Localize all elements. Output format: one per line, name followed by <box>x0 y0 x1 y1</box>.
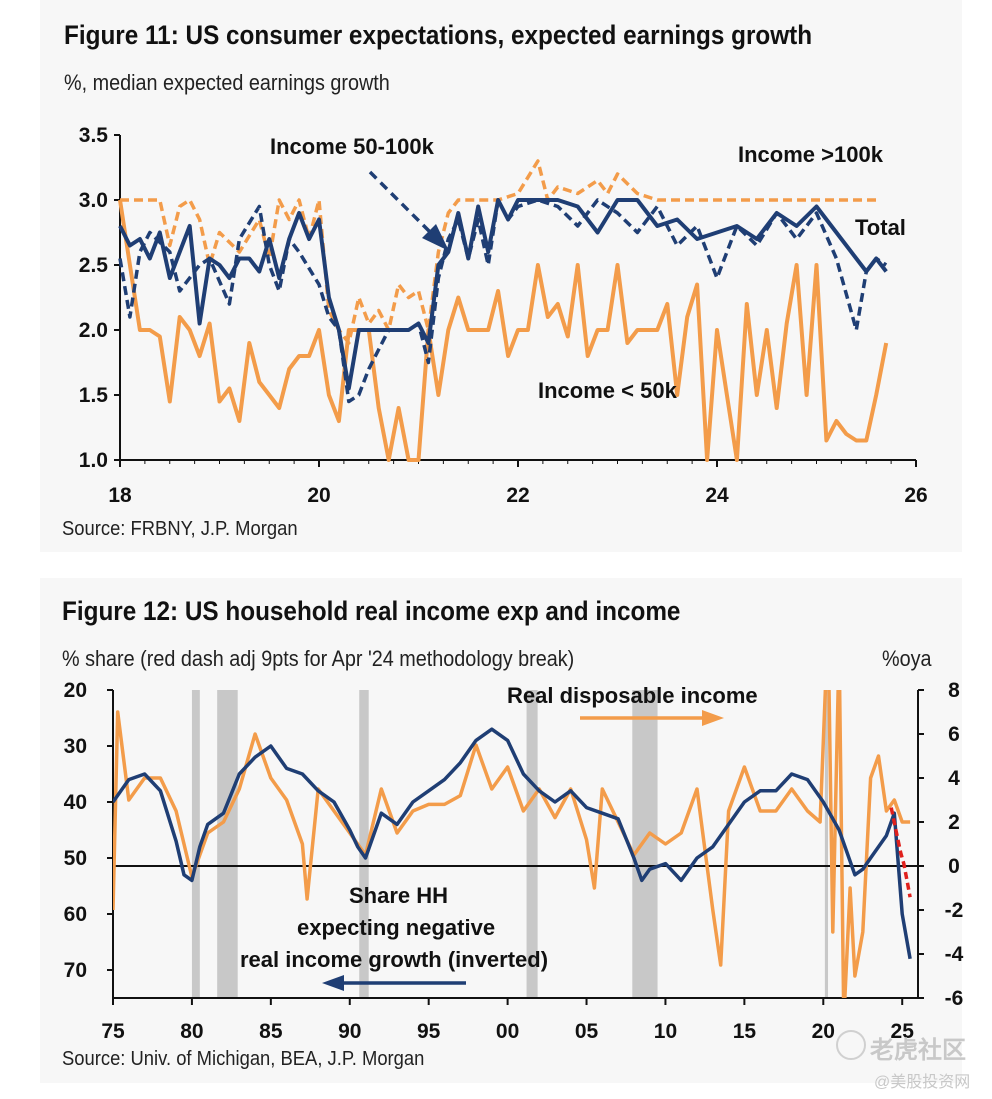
x-tick-label: 25 <box>891 1020 915 1043</box>
recession-shade <box>526 690 538 998</box>
recession-shade <box>824 690 829 998</box>
right-y-tick-label: -2 <box>945 899 964 922</box>
annotation-share-hh-line2: expecting negative <box>297 915 495 940</box>
series-line-income-50k <box>118 199 889 462</box>
left-y-tick-label: 20 <box>64 679 87 702</box>
right-y-tick-label: -6 <box>945 987 964 1010</box>
recession-shade <box>191 690 200 998</box>
annotation-income-50-100k: Income 50-100k <box>270 134 435 159</box>
figure-12-subtitle-right: %oya <box>882 646 932 671</box>
x-tick-label: 75 <box>101 1020 125 1043</box>
annotation-total: Total <box>855 215 906 240</box>
right-y-tick-label: 4 <box>948 767 960 790</box>
annotation-income-over-100k: Income >100k <box>738 142 884 167</box>
y-tick-label: 2.5 <box>79 254 109 277</box>
x-tick-label: 10 <box>654 1020 677 1043</box>
x-tick-label: 20 <box>307 484 330 507</box>
x-tick-label: 15 <box>733 1020 757 1043</box>
x-tick-label: 18 <box>108 484 132 507</box>
left-y-tick-label: 40 <box>64 791 87 814</box>
right-y-tick-label: 0 <box>948 855 960 878</box>
x-tick-label: 05 <box>575 1020 599 1043</box>
annotation-income-under-50k: Income < 50k <box>538 378 678 403</box>
y-tick-label: 2.0 <box>79 319 108 342</box>
annotation-share-hh-line1: Share HH <box>349 883 448 908</box>
figure-12-subtitle-left: % share (red dash adj 9pts for Apr '24 m… <box>62 646 575 671</box>
share-arrow-head <box>322 975 344 991</box>
left-y-tick-label: 50 <box>64 847 87 870</box>
right-y-tick-label: -4 <box>945 943 964 966</box>
y-tick-label: 3.5 <box>79 124 109 147</box>
x-tick-label: 26 <box>904 484 927 507</box>
watermark-line1: 老虎社区 <box>870 1037 966 1064</box>
recession-shade <box>217 690 238 998</box>
recession-shade <box>632 690 658 998</box>
x-tick-label: 24 <box>705 484 729 507</box>
x-tick-label: 22 <box>506 484 529 507</box>
y-tick-label: 3.0 <box>79 189 108 212</box>
right-y-tick-label: 2 <box>948 811 960 834</box>
watermark-line2: @美股投资网 <box>874 1074 971 1091</box>
y-tick-label: 1.5 <box>79 384 109 407</box>
x-tick-label: 85 <box>259 1020 283 1043</box>
annotation-real-disposable-income: Real disposable income <box>507 683 758 708</box>
series-line-share-hh-negative-income <box>113 727 912 960</box>
x-tick-label: 20 <box>812 1020 835 1043</box>
x-tick-label: 95 <box>417 1020 441 1043</box>
series-group <box>113 690 912 998</box>
left-y-tick-label: 70 <box>64 959 87 982</box>
recession-shade <box>359 690 369 998</box>
series-line-income-100k <box>120 159 877 345</box>
annotation-share-hh-line3: real income growth (inverted) <box>240 947 548 972</box>
left-y-tick-label: 60 <box>64 903 87 926</box>
right-y-tick-label: 8 <box>948 679 960 702</box>
x-tick-label: 90 <box>338 1020 361 1043</box>
figure-11-subtitle: %, median expected earnings growth <box>64 70 390 95</box>
series-line-total <box>118 198 888 391</box>
annotation-arrow-head <box>422 224 449 251</box>
watermark-logo-icon <box>836 1030 866 1060</box>
figure-12-source: Source: Univ. of Michigan, BEA, J.P. Mor… <box>62 1048 425 1070</box>
y-tick-label: 1.0 <box>79 449 108 472</box>
rdi-arrow-head <box>702 710 724 726</box>
figure-12-title: Figure 12: US household real income exp … <box>62 596 681 626</box>
left-y-tick-label: 30 <box>64 735 87 758</box>
series-line-income-50-100k <box>118 198 888 404</box>
figure-11-title: Figure 11: US consumer expectations, exp… <box>64 20 813 50</box>
figure-11-chart: 3.5 3.0 2.5 2.0 1.5 1.018 20 22 24 26 Income 50-1… <box>79 124 928 507</box>
x-tick-label: 00 <box>496 1020 519 1043</box>
series-line-adjusted-share <box>889 807 912 898</box>
series-line-real-disposable-income <box>113 690 911 998</box>
figure-11-source: Source: FRBNY, J.P. Morgan <box>62 518 298 540</box>
x-tick-label: 80 <box>180 1020 203 1043</box>
right-y-tick-label: 6 <box>948 723 960 746</box>
